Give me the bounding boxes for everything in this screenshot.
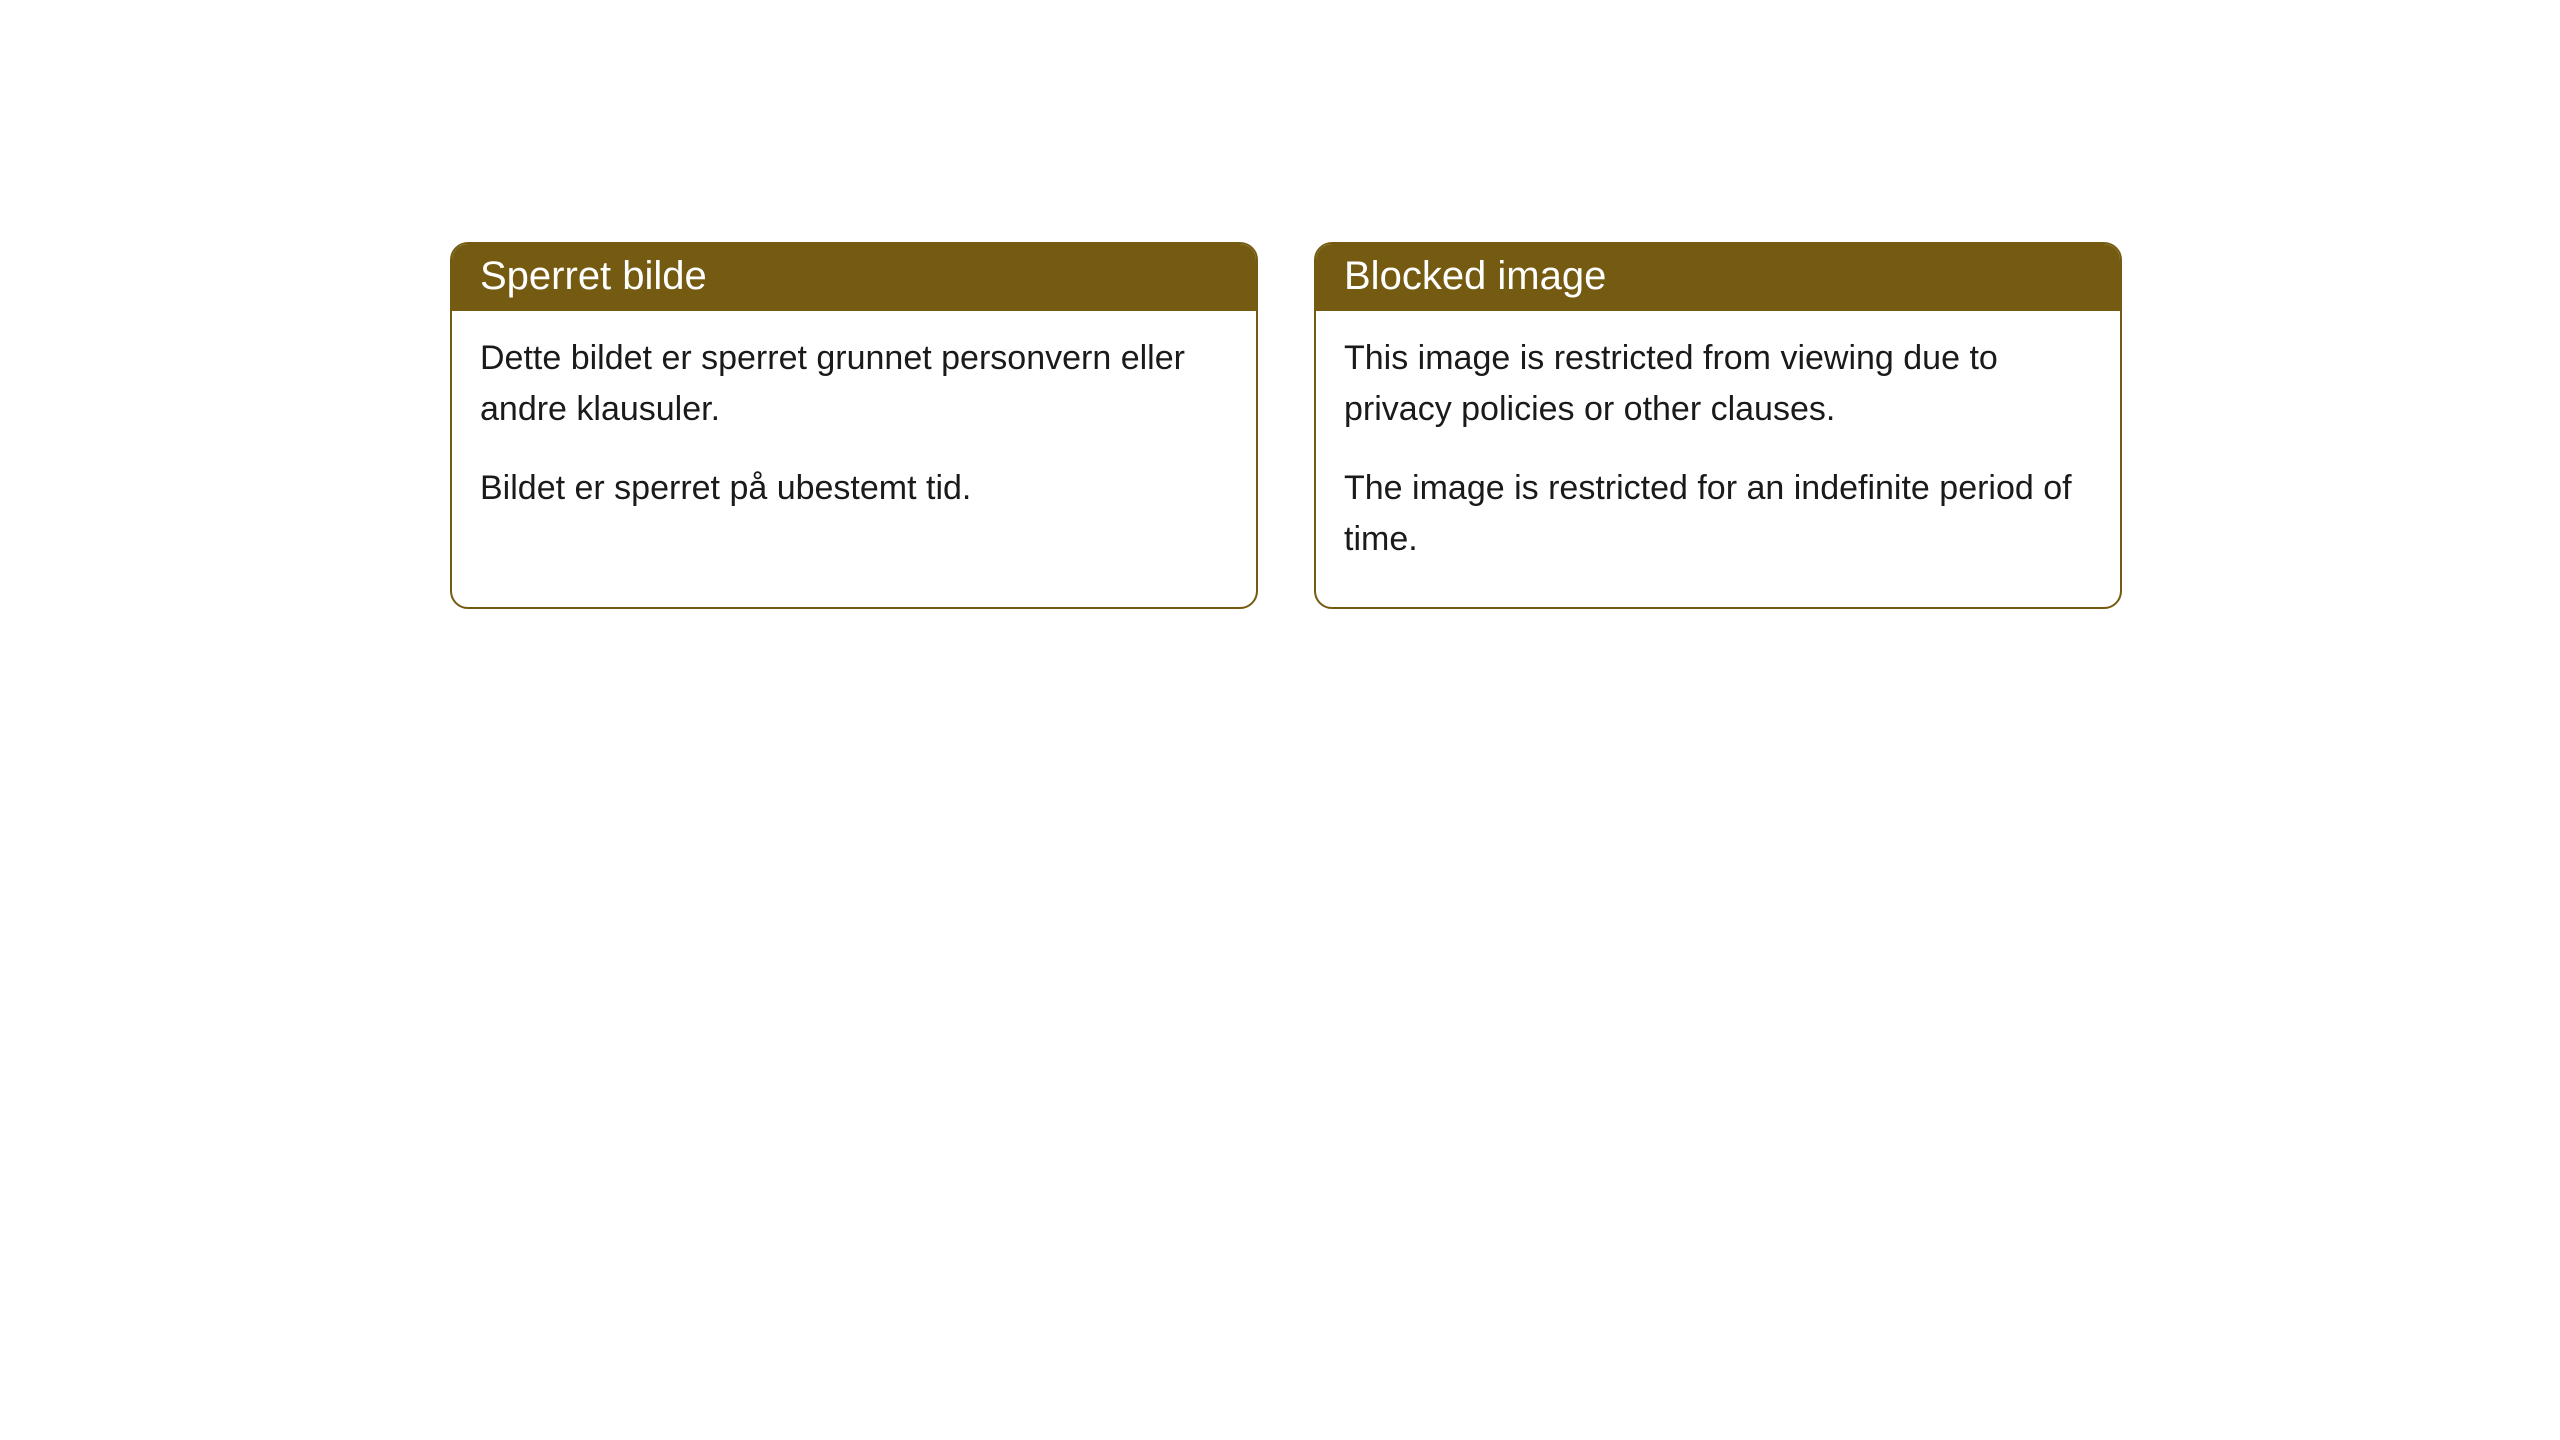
notice-paragraph: The image is restricted for an indefinit… [1344,463,2092,565]
notice-header-norwegian: Sperret bilde [452,244,1256,311]
notice-paragraph: Bildet er sperret på ubestemt tid. [480,463,1228,514]
notice-card-norwegian: Sperret bilde Dette bildet er sperret gr… [450,242,1258,609]
notice-paragraph: Dette bildet er sperret grunnet personve… [480,333,1228,435]
notice-cards-container: Sperret bilde Dette bildet er sperret gr… [450,242,2122,609]
notice-title: Sperret bilde [480,254,707,298]
notice-title: Blocked image [1344,254,1606,298]
notice-paragraph: This image is restricted from viewing du… [1344,333,2092,435]
notice-header-english: Blocked image [1316,244,2120,311]
notice-card-english: Blocked image This image is restricted f… [1314,242,2122,609]
notice-body-norwegian: Dette bildet er sperret grunnet personve… [452,311,1256,556]
notice-body-english: This image is restricted from viewing du… [1316,311,2120,607]
